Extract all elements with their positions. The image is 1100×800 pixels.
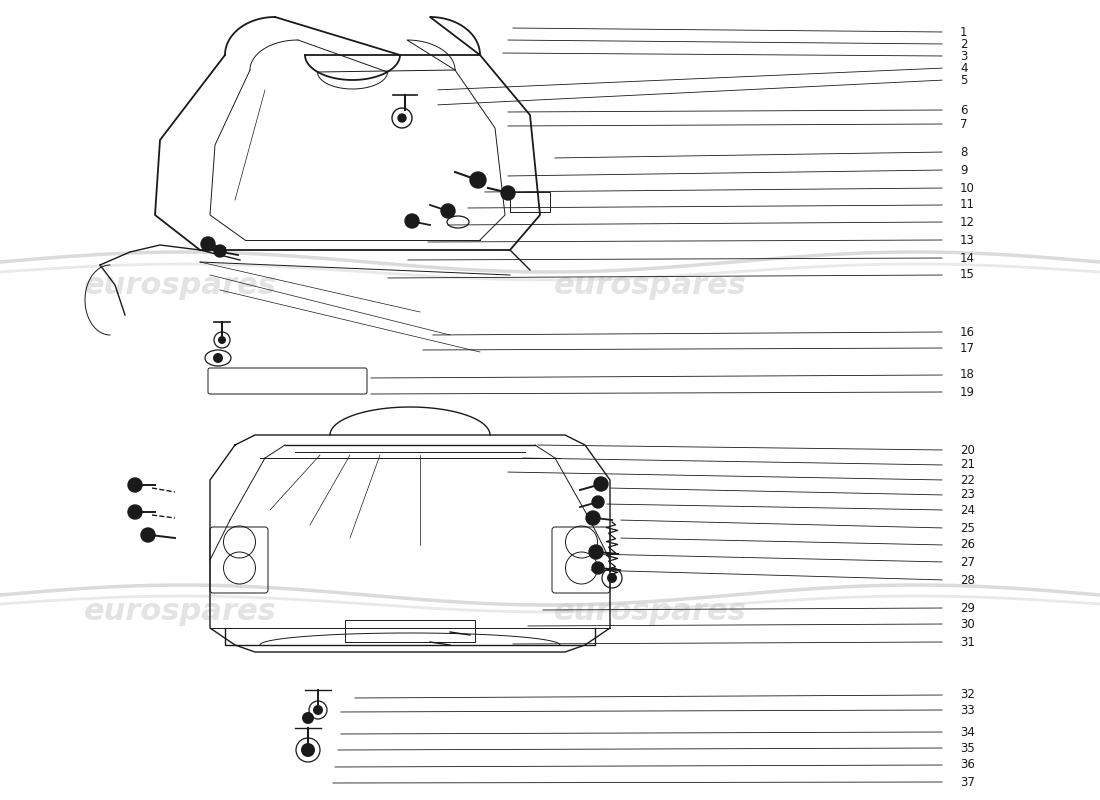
Circle shape [314, 705, 323, 715]
Text: 36: 36 [960, 758, 975, 771]
Text: 21: 21 [960, 458, 975, 471]
Text: 34: 34 [960, 726, 975, 738]
Text: 35: 35 [960, 742, 975, 754]
Text: eurospares: eurospares [553, 598, 747, 626]
Text: 13: 13 [960, 234, 975, 246]
Text: 18: 18 [960, 369, 975, 382]
Circle shape [213, 353, 223, 363]
Circle shape [594, 477, 608, 491]
Text: 32: 32 [960, 689, 975, 702]
Circle shape [405, 214, 419, 228]
Circle shape [301, 743, 315, 757]
Circle shape [214, 245, 225, 257]
Text: 24: 24 [960, 503, 975, 517]
Text: 1: 1 [960, 26, 968, 38]
Circle shape [398, 114, 406, 122]
Text: 5: 5 [960, 74, 967, 86]
Circle shape [128, 505, 142, 519]
Text: 28: 28 [960, 574, 975, 586]
Text: 11: 11 [960, 198, 975, 211]
Circle shape [302, 712, 313, 724]
Circle shape [586, 511, 600, 525]
Text: 7: 7 [960, 118, 968, 130]
Text: 6: 6 [960, 103, 968, 117]
Text: 22: 22 [960, 474, 975, 486]
Text: 26: 26 [960, 538, 975, 551]
Text: 25: 25 [960, 522, 975, 534]
Circle shape [607, 573, 617, 583]
Text: 30: 30 [960, 618, 975, 630]
Text: eurospares: eurospares [84, 598, 276, 626]
Text: 23: 23 [960, 489, 975, 502]
Text: 16: 16 [960, 326, 975, 338]
Text: 9: 9 [960, 163, 968, 177]
Circle shape [592, 562, 604, 574]
Text: 20: 20 [960, 443, 975, 457]
Text: 19: 19 [960, 386, 975, 398]
Text: 37: 37 [960, 775, 975, 789]
Text: 14: 14 [960, 251, 975, 265]
Text: 27: 27 [960, 555, 975, 569]
Text: 15: 15 [960, 269, 975, 282]
Text: 12: 12 [960, 215, 975, 229]
Circle shape [500, 186, 515, 200]
Circle shape [592, 496, 604, 508]
Text: eurospares: eurospares [84, 270, 276, 299]
Circle shape [128, 478, 142, 492]
Circle shape [588, 545, 603, 559]
Circle shape [218, 336, 226, 344]
Bar [345, 620, 475, 642]
Text: 8: 8 [960, 146, 967, 158]
Circle shape [470, 172, 486, 188]
Text: 3: 3 [960, 50, 967, 62]
Circle shape [441, 204, 455, 218]
Text: 17: 17 [960, 342, 975, 354]
Text: eurospares: eurospares [553, 270, 747, 299]
Circle shape [201, 237, 214, 251]
Text: 2: 2 [960, 38, 968, 50]
Text: 10: 10 [960, 182, 975, 194]
Circle shape [141, 528, 155, 542]
Text: 31: 31 [960, 635, 975, 649]
Bar [510, 192, 550, 212]
Text: 29: 29 [960, 602, 975, 614]
Text: 4: 4 [960, 62, 968, 74]
Text: 33: 33 [960, 703, 975, 717]
